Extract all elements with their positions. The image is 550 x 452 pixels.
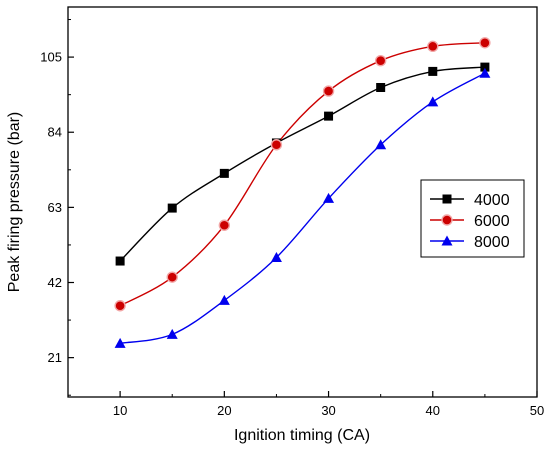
legend-label: 4000 — [474, 192, 510, 209]
data-point-8000 — [114, 337, 126, 348]
legend-label: 8000 — [474, 234, 510, 251]
data-point-8000 — [166, 328, 178, 339]
y-axis-ticks: 21 42 63 84 105 — [40, 19, 74, 396]
series-line-8000 — [119, 72, 486, 345]
y-tick-label: 63 — [48, 200, 62, 215]
data-point-8000 — [270, 251, 282, 262]
x-tick-label: 30 — [321, 403, 335, 418]
data-point-4000 — [324, 111, 334, 121]
data-point-4000 — [115, 256, 125, 266]
data-point-6000 — [166, 271, 178, 283]
series-markers — [114, 37, 491, 348]
data-point-6000 — [218, 219, 231, 231]
data-point-6000 — [270, 139, 283, 151]
data-point-4000 — [167, 203, 177, 213]
data-point-6000 — [114, 300, 126, 312]
y-tick-label: 105 — [40, 50, 62, 65]
legend: 4000 6000 8000 — [420, 179, 525, 258]
data-point-8000 — [218, 294, 230, 305]
x-axis-label: Ignition timing (CA) — [234, 427, 370, 444]
y-tick-label: 84 — [48, 125, 62, 140]
y-tick-label: 42 — [48, 275, 62, 290]
y-axis-label: Peak firing pressure (bar) — [6, 112, 23, 293]
data-point-8000 — [479, 67, 491, 78]
data-point-4000 — [428, 66, 438, 76]
legend-box — [420, 179, 525, 258]
x-axis-ticks: 10 20 30 40 50 — [67, 391, 544, 418]
data-point-4000 — [219, 168, 229, 178]
legend-marker-8000 — [441, 235, 453, 246]
x-tick-label: 40 — [426, 403, 440, 418]
x-tick-label: 20 — [217, 403, 231, 418]
data-point-8000 — [375, 139, 387, 150]
data-point-6000 — [374, 54, 387, 67]
data-point-4000 — [480, 62, 490, 72]
data-point-8000 — [427, 96, 439, 107]
y-tick-label: 21 — [48, 350, 62, 365]
x-tick-label: 10 — [113, 403, 127, 418]
data-point-6000 — [322, 85, 335, 97]
legend-label: 6000 — [474, 213, 510, 230]
data-point-6000 — [427, 40, 439, 53]
series-line-6000 — [119, 42, 485, 307]
data-point-4000 — [376, 83, 386, 93]
legend-marker-4000 — [442, 194, 452, 204]
data-point-6000 — [479, 37, 491, 49]
legend-marker-6000 — [441, 214, 453, 226]
x-tick-label: 50 — [530, 403, 544, 418]
data-point-8000 — [323, 192, 335, 203]
